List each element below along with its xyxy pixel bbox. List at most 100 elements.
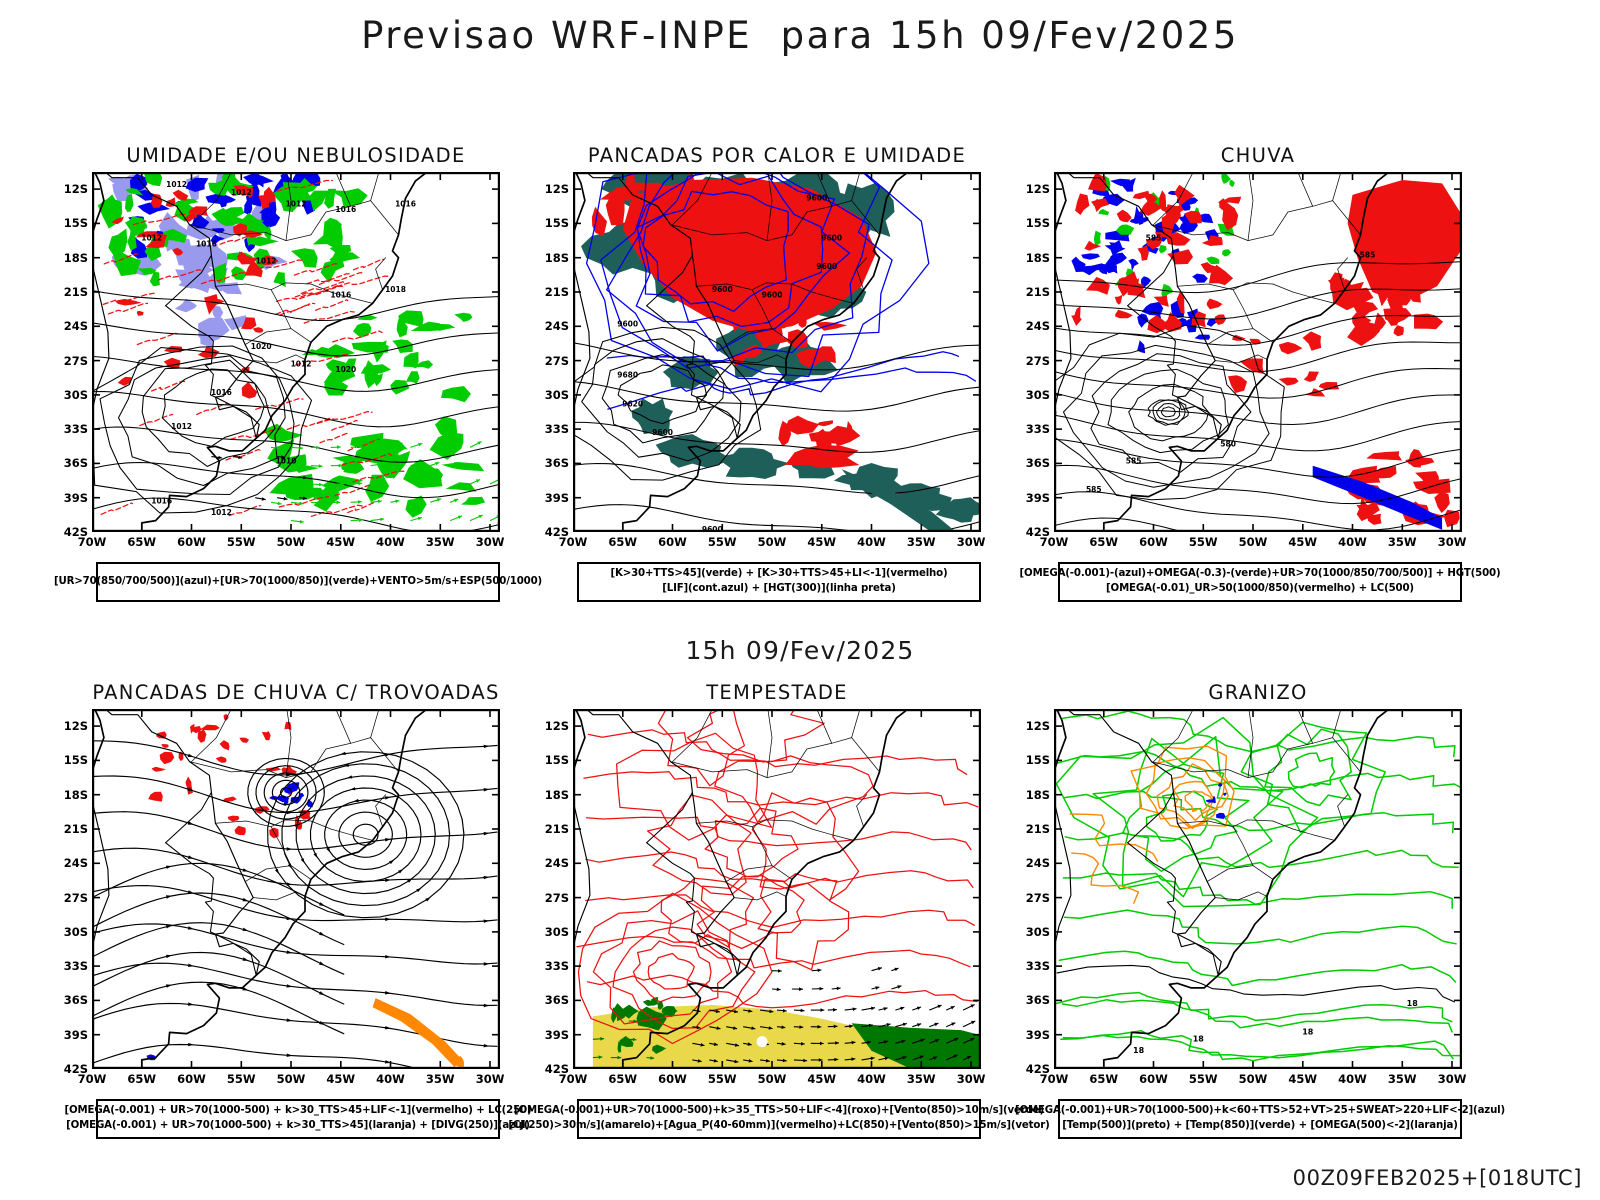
x-axis-tick: 55W [1188,1072,1218,1086]
map-canvas-pancadas-calor[interactable]: 9600 9600 9600 9600 9600 9680 9600 9620 9600 9600 [573,172,981,532]
y-axis-tick: 12S [1025,719,1050,734]
y-axis-tick: 12S [63,182,88,197]
caption-line: [OMEGA(-0.001) + UR>70(1000-500) + k>30_… [64,1105,532,1117]
x-axis-tick: 50W [276,535,306,549]
map-canvas-pancadas-trovoadas[interactable] [92,709,500,1069]
map-tempestade[interactable] [573,709,981,1069]
caption-granizo: [OMEGA(-0.001)+UR>70(1000-500)+k<60+TTS>… [1015,1099,1505,1139]
x-axis-tick: 55W [707,1072,737,1086]
y-axis-tick: 33S [1025,959,1050,974]
contours-hgt500 [1054,261,1461,532]
caption-line: [CJ(250)>30m/s](amarelo)+[Agua_P(40-60mm… [508,1120,1050,1131]
map-canvas-tempestade[interactable] [573,709,981,1069]
panel-tempestade: TEMPESTADE 12S 15S 18S 21S 24S 27S 30S 33S 36S 39S… [545,681,986,1086]
x-axis-tick: 70W [558,535,588,549]
map-pancadas-trovoadas[interactable] [92,709,500,1069]
map-pancadas-calor[interactable]: 9600 9600 9600 9600 9600 9680 9600 9620 9600 9600 [573,172,981,532]
panel-title-chuva: CHUVA [1220,144,1296,167]
x-axis-tick: 45W [807,1072,837,1086]
panel-title-pancadas-calor: PANCADAS POR CALOR E UMIDADE [587,144,967,167]
contour-label: 1012 [256,256,277,265]
map-canvas-umidade[interactable]: 1012 1012 1012 1016 1016 1012 1016 1012 1016 1018… [92,172,500,532]
contour-labels: 18 18 18 18 [1133,999,1418,1055]
field-granizo-blue [1205,783,1227,819]
y-axis-tick: 18S [544,250,569,265]
contour-label: 9600 [762,291,783,300]
contour-label: 1020 [251,342,272,351]
field-li-severe [591,172,877,469]
y-axis-tick: 21S [63,822,88,836]
x-axis-tick: 30W [956,1072,986,1086]
contour-label: 585 [1086,485,1102,494]
y-axis-tick: 21S [1025,822,1050,836]
contour-labels: 1012 1012 1012 1016 1016 1012 1016 1012 1016 1018… [141,180,416,517]
y-axis-tick: 36S [63,456,88,471]
y-axis-tick: 15S [63,216,88,231]
contour-label: 9600 [712,285,733,294]
x-axis-tick: 45W [1288,1072,1318,1086]
map-granizo[interactable]: 18 18 18 18 [1054,709,1462,1069]
y-axis-tick: 15S [544,216,569,231]
map-canvas-granizo[interactable]: 18 18 18 18 [1054,709,1462,1069]
page-title: Previsao WRF-INPE para 15h 09/Fev/2025 [361,14,1239,57]
contour-label: 1012 [291,359,312,368]
x-axis-tick: 40W [1338,535,1367,549]
y-axis-tick: 30S [63,387,88,402]
contour-label: 1016 [395,199,416,208]
contour-label: 1016 [196,239,217,248]
x-axis-tick: 50W [1238,1072,1268,1086]
y-axis-tick: 42S [63,1062,88,1076]
x-axis-tick: 35W [425,1072,455,1086]
panel-granizo: GRANIZO 18 18 18 18 12S 15S 18S 21S 24S 27S 30S 33S 3… [1026,681,1467,1086]
x-axis-tick: 70W [77,535,107,549]
map-layers: 1012 1012 1012 1016 1016 1012 1016 1012 1016 1018… [92,172,500,532]
contour-labels: 585 585 580 585 585 [1086,234,1375,494]
contour-label: 1016 [211,388,232,397]
caption-line: [OMEGA(-0.001) + UR>70(1000-500) + k>30_… [66,1120,530,1131]
contour-label: 580 [1220,439,1236,448]
contour-label: 1016 [330,291,351,300]
map-umidade[interactable]: 1012 1012 1012 1016 1016 1012 1016 1012 1016 1018… [92,172,500,532]
panel-title-pancadas-trovoadas: PANCADAS DE CHUVA C/ TROVOADAS [92,681,500,704]
y-axis-tick: 36S [1025,993,1050,1008]
contours-temp500 [1056,964,1455,1003]
map-layers: 585 585 580 585 585 [1054,172,1461,532]
axis-ticks [573,709,981,1069]
contour-label: 585 [1146,234,1162,243]
caption-pancadas-calor: [K>30+TTS>45](verde) + [K>30+TTS>45+LI<-… [577,562,981,602]
y-axis-tick: 12S [544,719,569,734]
x-axis-tick: 30W [475,535,505,549]
x-axis-tick: 45W [1288,535,1318,549]
y-axis-tick: 27S [63,890,88,905]
y-axis-tick: 24S [544,856,569,871]
y-axis-tick: 33S [1025,422,1050,437]
wind-vectors [211,441,500,524]
x-axis-tick: 60W [177,1072,206,1086]
y-axis-tick: 15S [1025,753,1050,768]
y-axis-tick: 27S [544,890,569,905]
x-axis-tick: 35W [906,1072,936,1086]
y-axis-tick: 33S [63,422,88,437]
y-axis-tick: 24S [1025,319,1050,334]
y-axis-tick: 39S [1025,1027,1050,1042]
x-axis-tick: 60W [658,1072,687,1086]
x-axis-tick: 30W [475,1072,505,1086]
caption-line: [OMEGA(-0.001)-(azul)+OMEGA(-0.3)-(verde… [1019,568,1501,580]
field-omega-ur-red [1071,172,1460,528]
y-axis-tick: 36S [544,993,569,1008]
y-axis-tick: 36S [63,993,88,1008]
contour-label: 18 [1193,1035,1205,1044]
y-axis-tick: 33S [544,422,569,437]
map-chuva[interactable]: 585 585 580 585 585 [1054,172,1462,532]
map-border [1054,709,1462,1069]
y-axis-tick: 24S [544,319,569,334]
contour-label: 1012 [141,234,162,243]
y-axis-tick: 42S [63,525,88,539]
map-canvas-chuva[interactable]: 585 585 580 585 585 [1054,172,1462,532]
caption-line: [UR>70(850/700/500)](azul)+[UR>70(1000/8… [53,575,543,587]
y-axis-tick: 15S [63,753,88,768]
contour-label: 1012 [286,199,307,208]
y-axis-tick: 42S [1025,1062,1050,1076]
y-axis-tick: 33S [63,959,88,974]
x-axis-tick: 55W [1188,535,1218,549]
